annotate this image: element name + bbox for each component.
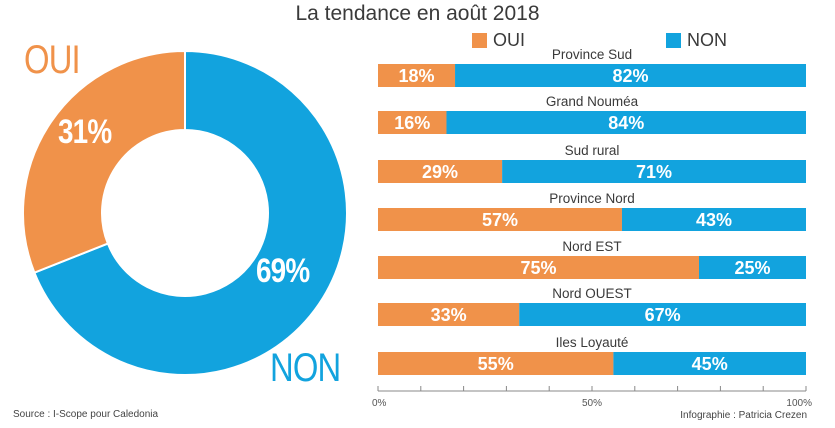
- legend: OUI NON: [0, 30, 835, 54]
- bar-value-label-oui: 18%: [399, 66, 435, 86]
- donut-label-non: NON: [270, 346, 341, 390]
- bar-category-label: Province Nord: [549, 191, 635, 206]
- bar-value-label-non: 82%: [613, 66, 649, 86]
- bar-row: Nord OUEST 33% 67%: [378, 286, 806, 326]
- chart-title: La tendance en août 2018: [295, 2, 540, 25]
- bar-segment-non: [455, 64, 806, 87]
- bar-value-label-non: 67%: [645, 305, 681, 325]
- bar-category-label: Sud rural: [565, 143, 620, 158]
- bar-value-label-non: 71%: [636, 162, 672, 182]
- donut-slice-non: [33, 49, 348, 376]
- bar-row: Iles Loyauté 55% 45%: [378, 335, 806, 375]
- legend-label-non: NON: [687, 30, 727, 50]
- legend-swatch-non: [666, 33, 681, 48]
- bar-segment-non: [621, 208, 806, 231]
- bar-value-label-oui: 16%: [394, 113, 430, 133]
- bar-row: Province Sud 18% 82%: [378, 47, 806, 87]
- bar-value-label-non: 25%: [734, 258, 770, 278]
- donut-value-oui: 31%: [58, 113, 112, 151]
- bar-segment-oui: [378, 352, 614, 375]
- bar-category-label: Nord EST: [562, 239, 621, 254]
- bar-segment-non: [519, 303, 806, 326]
- bar-value-label-oui: 29%: [422, 162, 458, 182]
- bar-row: Sud rural 29% 71%: [378, 143, 806, 183]
- bar-segment-non: [699, 256, 806, 279]
- legend-item-non: NON: [666, 30, 727, 51]
- credit-note: Infographie : Patricia Crezen: [680, 410, 807, 421]
- bar-category-label: Iles Loyauté: [556, 335, 629, 350]
- bar-category-label: Nord OUEST: [552, 286, 632, 301]
- legend-swatch-oui: [472, 33, 487, 48]
- bar-row: Nord EST 75% 25%: [378, 239, 806, 279]
- bar-value-label-oui: 55%: [478, 354, 514, 374]
- donut-value-non: 69%: [256, 252, 310, 290]
- x-tick-label: 0%: [372, 398, 387, 409]
- bar-value-label-non: 45%: [692, 354, 728, 374]
- bar-segment-oui: [378, 303, 520, 326]
- x-tick-label: 50%: [582, 398, 602, 409]
- bar-segment-non: [446, 111, 806, 134]
- donut-label-oui: OUI: [24, 38, 81, 82]
- bar-segment-non: [613, 352, 806, 375]
- bar-segment-oui: [378, 160, 503, 183]
- bar-category-label: Grand Nouméa: [546, 94, 639, 109]
- donut-chart: [22, 49, 348, 376]
- bar-row: Province Nord 57% 43%: [378, 191, 806, 231]
- bar-segment-oui: [378, 256, 699, 279]
- bar-segment-oui: [378, 208, 622, 231]
- bar-value-label-oui: 57%: [482, 210, 518, 230]
- bar-segment-oui: [378, 111, 447, 134]
- bar-segment-non: [502, 160, 806, 183]
- bar-row: Grand Nouméa 16% 84%: [378, 94, 806, 134]
- bar-value-label-non: 43%: [696, 210, 732, 230]
- bar-value-label-oui: 33%: [431, 305, 467, 325]
- donut-slice-oui: [22, 49, 186, 274]
- legend-label-oui: OUI: [493, 30, 526, 50]
- bar-value-label-non: 84%: [608, 113, 644, 133]
- bar-segment-oui: [378, 64, 456, 87]
- x-tick-label: 100%: [786, 398, 812, 409]
- bar-category-label: Province Sud: [552, 47, 632, 62]
- source-note: Source : I-Scope pour Caledonia: [13, 409, 159, 420]
- legend-item-oui: OUI: [472, 30, 525, 51]
- bar-value-label-oui: 75%: [520, 258, 556, 278]
